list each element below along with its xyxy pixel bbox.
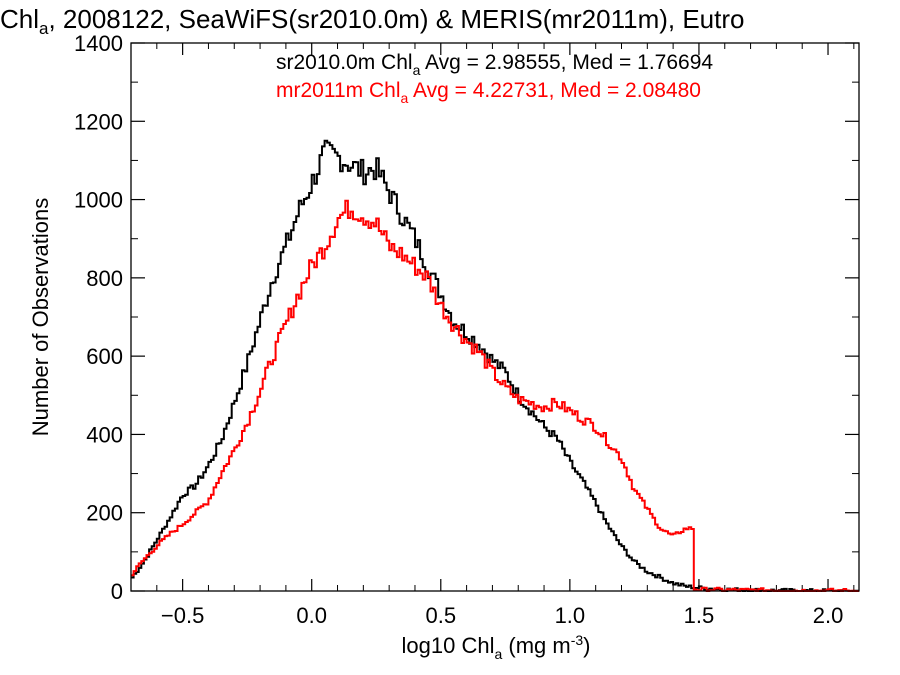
y-axis-label: Number of Observations (28, 198, 53, 436)
axis-ticks: −0.5 0.0 0.5 1.0 1.5 2.0 0 200 400 600 800 1000 1200… (74, 31, 859, 628)
series-line-sr2010-0m (131, 139, 859, 592)
y-tick-label: 400 (86, 422, 123, 447)
y-tick-label: 1200 (74, 109, 123, 134)
y-tick-label: 800 (86, 266, 123, 291)
series-line-mr2011m (131, 199, 859, 592)
y-tick-label: 0 (111, 579, 123, 604)
data-series (131, 139, 859, 592)
x-tick-label: 0.5 (425, 603, 456, 628)
y-tick-label: 1400 (74, 31, 123, 56)
y-tick-label: 200 (86, 501, 123, 526)
x-tick-label: −0.5 (161, 603, 204, 628)
x-tick-label: 1.5 (684, 603, 715, 628)
x-tick-label: 2.0 (813, 603, 844, 628)
y-tick-label: 1000 (74, 188, 123, 213)
legend-entry-sr2010: sr2010.0m Chla Avg = 2.98555, Med = 1.76… (276, 51, 713, 78)
y-tick-label: 600 (86, 344, 123, 369)
legend-entry-mr2011m: mr2011m Chla Avg = 4.22731, Med = 2.0848… (276, 79, 701, 106)
x-tick-label: 1.0 (555, 603, 586, 628)
x-tick-label: 0.0 (296, 603, 327, 628)
x-axis-label: log10 Chla (mg m-3) (402, 632, 591, 662)
plot-frame (130, 42, 860, 592)
chart-title: Chla, 2008122, SeaWiFS(sr2010.0m) & MERI… (0, 4, 744, 38)
